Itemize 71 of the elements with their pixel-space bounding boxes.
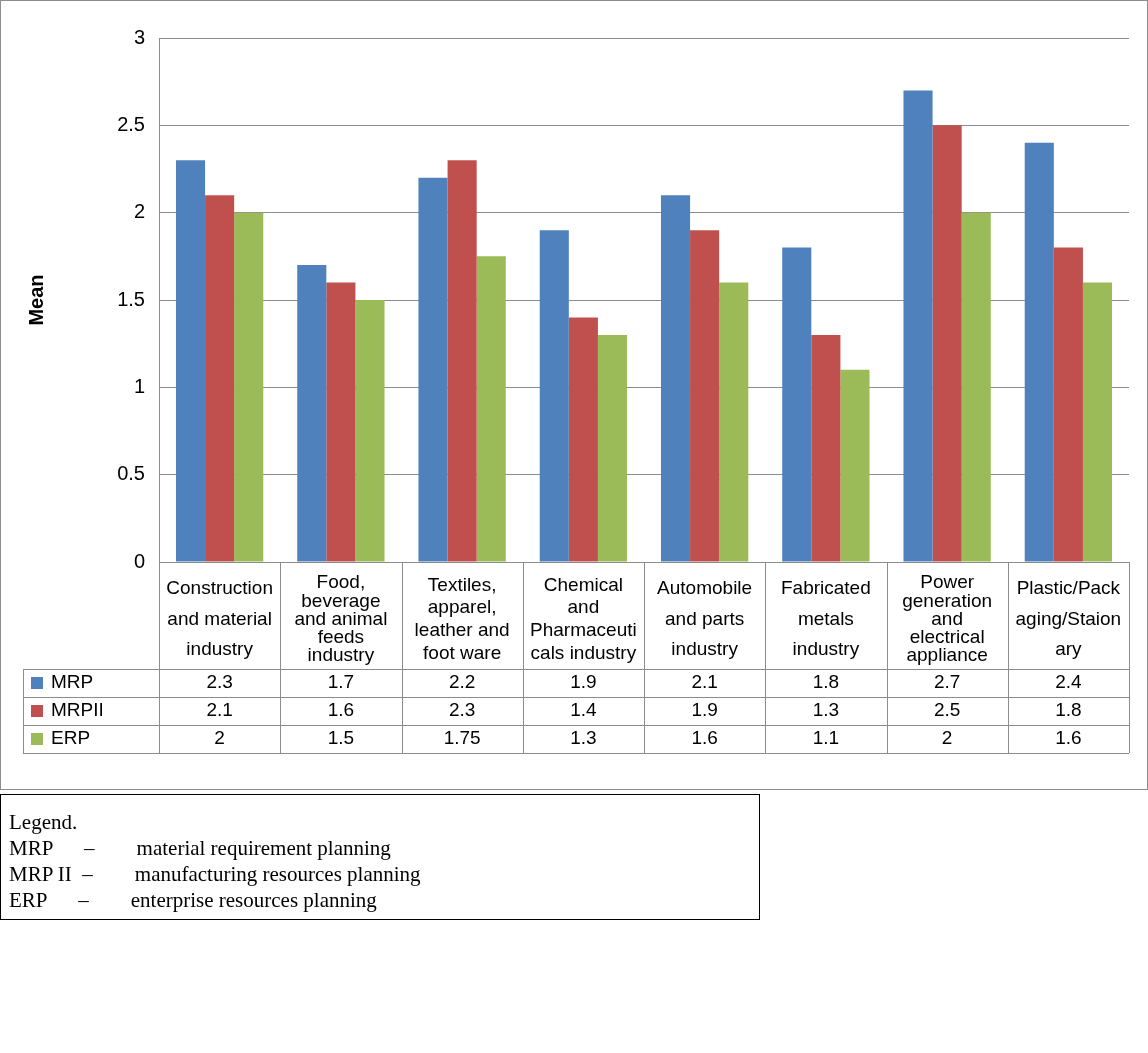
y-tick-label: 2.5 [117, 112, 145, 135]
data-label: 1.6 [327, 699, 355, 721]
bar [205, 195, 235, 562]
data-label: 2.5 [933, 699, 961, 721]
data-label: 2.4 [1055, 671, 1083, 693]
x-tick-label: Automobile and parts industry [657, 577, 753, 660]
bar [447, 160, 477, 562]
data-label: 1.1 [812, 727, 840, 749]
bar [1053, 247, 1083, 562]
data-label: 1.9 [570, 671, 597, 693]
bar [840, 369, 870, 562]
x-tick-label: Textiles, apparel, leather and foot ware [414, 573, 510, 663]
text: MRP – material requirement planning [9, 835, 392, 861]
bar [418, 177, 448, 562]
data-label: 2.7 [933, 671, 961, 693]
data-label: 1.7 [327, 671, 355, 693]
data-label: 2 [941, 727, 953, 749]
x-tick-label: Fabricated metals industry [780, 577, 871, 660]
bar [932, 125, 962, 562]
data-label: 1.75 [443, 727, 481, 749]
data-label: 2 [214, 727, 225, 749]
data-label: 1.3 [812, 699, 840, 721]
bar [1082, 282, 1113, 562]
data-label: 2.3 [206, 671, 233, 693]
bar [719, 282, 749, 562]
data-label: 2.1 [691, 671, 718, 693]
data-label: 1.9 [691, 699, 718, 721]
x-tick-label: Power generation and electrical appliance [902, 571, 993, 666]
x-tick-label: Chemical and Pharmaceuticals industry [530, 573, 637, 663]
data-label: 2.3 [448, 699, 476, 721]
bar [690, 230, 720, 562]
data-label: 1.8 [812, 671, 840, 693]
data-label: 1.4 [570, 699, 598, 721]
y-tick-label: 1 [133, 374, 145, 397]
bar [326, 282, 356, 562]
text: MRP II – manufacturing resources planning [9, 861, 422, 887]
bar [175, 160, 206, 562]
bar [660, 195, 691, 562]
x-tick-label: Construction and material industry [166, 577, 273, 660]
bar [476, 256, 506, 562]
data-label: 1.5 [327, 727, 355, 749]
data-label: 1.6 [691, 727, 718, 749]
bar [355, 300, 385, 562]
bar [961, 212, 991, 562]
x-tick-label: Plastic/Packaging/Staionary [1015, 577, 1122, 660]
bar [297, 265, 327, 562]
legend-label: ERP [51, 727, 91, 749]
data-label: 1.6 [1055, 727, 1082, 749]
y-tick-label: 0 [133, 549, 145, 572]
y-tick-label: 1.5 [117, 287, 145, 310]
data-label: 1.8 [1055, 699, 1082, 721]
bar [568, 317, 598, 562]
bar [1024, 142, 1054, 562]
data-label: 2.2 [448, 671, 476, 693]
text: Legend. [9, 809, 79, 835]
data-label: 1.3 [570, 727, 597, 749]
bar [234, 212, 264, 562]
bar [782, 247, 812, 562]
text: ERP – enterprise resources planning [9, 887, 378, 913]
data-label: 2.1 [206, 699, 233, 721]
bar [811, 334, 841, 562]
y-tick-label: 3 [133, 25, 145, 48]
x-tick-label: Food, beverage and animal feeds industry [294, 571, 388, 666]
bar [539, 230, 569, 562]
legend-label: MRPII [51, 699, 104, 721]
y-tick-label: 0.5 [117, 462, 145, 485]
bar [903, 90, 933, 562]
legend-label: MRP [51, 671, 94, 693]
y-axis-title: Mean [24, 274, 47, 326]
y-tick-label: 2 [133, 200, 145, 223]
bar [597, 334, 628, 562]
